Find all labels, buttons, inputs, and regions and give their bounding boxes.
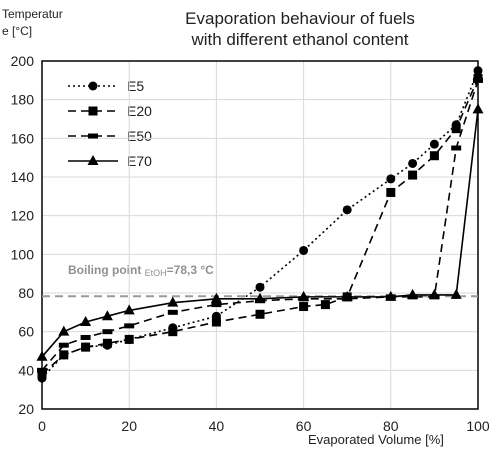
data-point-e50 <box>211 302 222 308</box>
data-point-e50 <box>167 309 178 315</box>
data-point-e70 <box>80 316 92 326</box>
data-point-e5 <box>386 174 396 184</box>
annotation-subscript: EtOH <box>144 268 167 278</box>
data-point-e20 <box>37 369 47 379</box>
x-tick-label: 0 <box>38 418 46 434</box>
data-point-e70 <box>101 310 113 321</box>
annotation-value: =78,3 °C <box>166 263 214 277</box>
legend-marker-e5 <box>88 81 98 91</box>
y-tick-label: 160 <box>11 130 35 146</box>
chart-title-line1: Evaporation behaviour of fuels <box>185 9 415 28</box>
plot-frame <box>41 60 479 410</box>
legend-label-e50: E50 <box>127 128 152 144</box>
series-line-e20 <box>41 78 479 375</box>
data-point-e20 <box>299 302 309 312</box>
data-point-e70 <box>167 296 179 307</box>
data-point-e20 <box>255 309 265 319</box>
data-point-e20 <box>451 124 461 134</box>
data-point-e70 <box>123 304 135 315</box>
data-point-e70 <box>254 292 266 303</box>
data-point-e20 <box>81 342 91 352</box>
y-axis-label-line1: Temperatur <box>2 7 63 21</box>
data-point-e50 <box>473 77 483 83</box>
data-point-e20 <box>168 327 178 337</box>
legend-marker-e50 <box>88 133 98 139</box>
data-point-e20 <box>386 187 396 197</box>
data-point-e20 <box>59 350 69 360</box>
data-point-e50 <box>37 367 47 373</box>
data-point-e70 <box>428 288 440 299</box>
y-tick-label: 120 <box>11 208 35 224</box>
data-point-e70 <box>36 350 48 361</box>
legend-label-e70: E70 <box>127 153 152 169</box>
boiling-point-annotation: Boiling point EtOH=78,3 °C <box>68 263 214 278</box>
x-tick-label: 80 <box>383 418 399 434</box>
data-point-e20 <box>429 151 439 161</box>
data-point-e70 <box>450 288 462 299</box>
x-tick-label: 20 <box>121 418 137 434</box>
annotation-text: Boiling point <box>68 263 145 277</box>
y-tick-label: 20 <box>18 401 34 417</box>
data-point-e70 <box>407 288 419 299</box>
legend-marker-e20 <box>88 106 98 116</box>
data-point-e70 <box>472 103 484 114</box>
y-tick-label: 80 <box>18 285 34 301</box>
legend-label-e5: E5 <box>127 78 145 94</box>
data-point-e70 <box>298 290 310 301</box>
data-point-e5 <box>342 205 352 215</box>
x-tick-label: 100 <box>466 418 490 434</box>
x-tick-label: 40 <box>209 418 225 434</box>
data-point-e50 <box>124 323 135 329</box>
y-tick-label: 180 <box>11 92 35 108</box>
x-tick-label: 60 <box>296 418 312 434</box>
y-axis-label: Temperatur e [°C] <box>2 6 72 40</box>
data-point-e5 <box>255 282 265 292</box>
y-axis-label-line2: e [°C] <box>2 24 33 38</box>
data-point-e50 <box>80 334 91 340</box>
data-point-e70 <box>341 290 353 301</box>
data-point-e70 <box>385 290 397 301</box>
data-point-e50 <box>451 145 462 151</box>
legend-label-e20: E20 <box>127 103 152 119</box>
data-point-e70 <box>58 325 70 336</box>
data-point-e5 <box>473 66 483 76</box>
data-point-e5 <box>299 245 309 255</box>
data-point-e20 <box>124 334 134 344</box>
data-point-e5 <box>429 139 439 149</box>
y-tick-label: 100 <box>11 246 35 262</box>
data-point-e20 <box>408 170 418 180</box>
data-point-e20 <box>211 317 221 327</box>
chart-title-line2: with different ethanol content <box>191 30 409 49</box>
data-point-e50 <box>58 342 69 348</box>
data-point-e70 <box>210 292 222 303</box>
data-point-e50 <box>102 329 113 335</box>
series-line-e50 <box>41 80 479 371</box>
x-axis-label: Evaporated Volume [%] <box>308 432 444 447</box>
y-tick-label: 40 <box>18 362 34 378</box>
legend-marker-e70 <box>87 155 99 165</box>
data-point-e5 <box>408 158 418 168</box>
data-point-e20 <box>102 338 112 348</box>
data-point-e20 <box>320 300 330 310</box>
y-tick-label: 140 <box>11 169 35 185</box>
y-tick-label: 60 <box>18 324 34 340</box>
y-tick-label: 200 <box>11 53 35 69</box>
